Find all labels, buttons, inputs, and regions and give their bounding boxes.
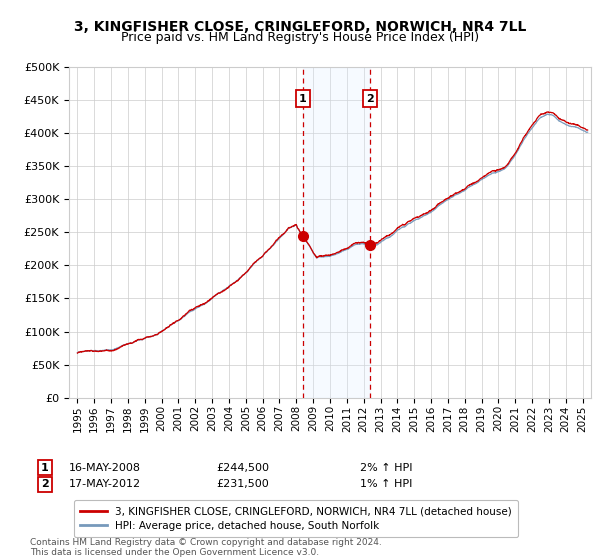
Text: 2: 2	[41, 479, 49, 489]
Text: Contains HM Land Registry data © Crown copyright and database right 2024.
This d: Contains HM Land Registry data © Crown c…	[30, 538, 382, 557]
Text: Price paid vs. HM Land Registry's House Price Index (HPI): Price paid vs. HM Land Registry's House …	[121, 31, 479, 44]
Legend: 3, KINGFISHER CLOSE, CRINGLEFORD, NORWICH, NR4 7LL (detached house), HPI: Averag: 3, KINGFISHER CLOSE, CRINGLEFORD, NORWIC…	[74, 500, 518, 537]
Bar	[302, 67, 370, 398]
Text: £231,500: £231,500	[216, 479, 269, 489]
Text: 17-MAY-2012: 17-MAY-2012	[69, 479, 141, 489]
Text: 3, KINGFISHER CLOSE, CRINGLEFORD, NORWICH, NR4 7LL: 3, KINGFISHER CLOSE, CRINGLEFORD, NORWIC…	[74, 20, 526, 34]
Text: £244,500: £244,500	[216, 463, 269, 473]
Text: 1: 1	[41, 463, 49, 473]
Text: 1% ↑ HPI: 1% ↑ HPI	[360, 479, 412, 489]
Text: 16-MAY-2008: 16-MAY-2008	[69, 463, 141, 473]
Text: 1: 1	[299, 94, 307, 104]
Text: 2% ↑ HPI: 2% ↑ HPI	[360, 463, 413, 473]
Text: 2: 2	[366, 94, 374, 104]
